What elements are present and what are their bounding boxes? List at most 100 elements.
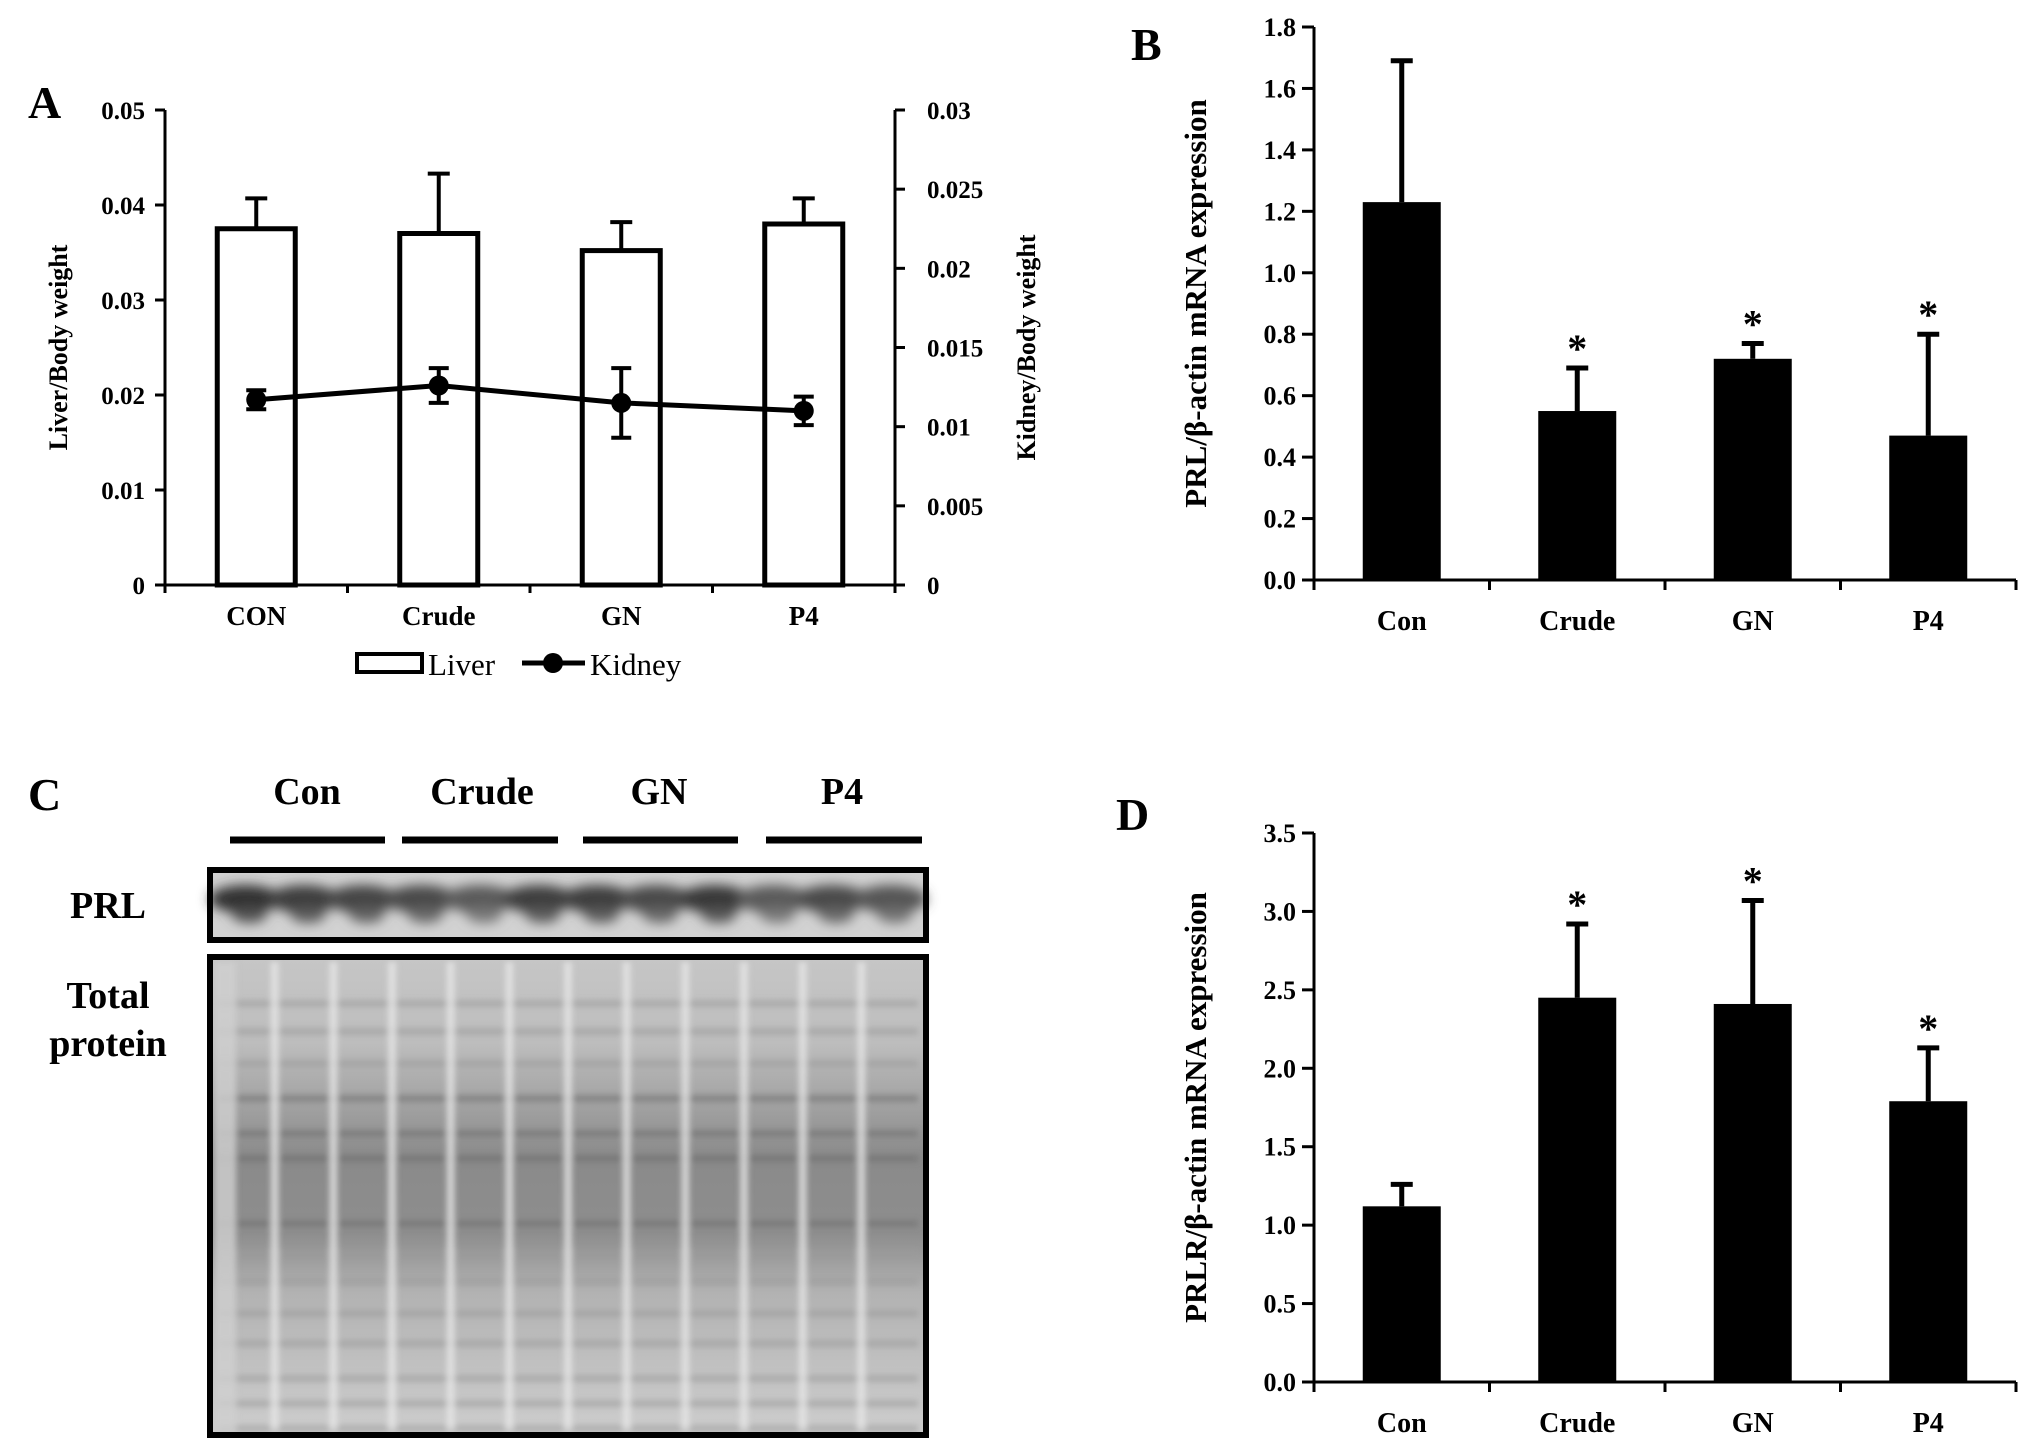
y-tick-label-left: 0 bbox=[133, 573, 146, 600]
significance-marker-p4: * bbox=[1918, 1006, 1938, 1051]
blot-group-label-con: Con bbox=[273, 771, 341, 813]
bar-p4 bbox=[1889, 435, 1968, 580]
prl-band-tail bbox=[877, 907, 913, 923]
bar-crude bbox=[1538, 411, 1617, 580]
prl-band bbox=[795, 885, 869, 913]
y-tick-label: 0.2 bbox=[1264, 505, 1297, 534]
y-tick-label-left: 0.05 bbox=[101, 98, 145, 125]
panel-d-chart: D Con * Crude * GN * P4 0.0 0.5 1.0 1.5 2.0 2.5 3.0 3.… bbox=[1116, 789, 2018, 1439]
kidney-line bbox=[256, 382, 804, 414]
prl-band-tail bbox=[231, 907, 267, 923]
blot-group-label-gn: GN bbox=[631, 771, 688, 813]
y-tick-label-right: 0.025 bbox=[927, 177, 983, 204]
x-tick-label-p4: P4 bbox=[789, 601, 819, 631]
x-tick-label-con: Con bbox=[1377, 606, 1427, 637]
legend-kidney-marker bbox=[543, 653, 563, 673]
y-tick-label: 1.0 bbox=[1264, 1211, 1297, 1240]
significance-marker-crude: * bbox=[1567, 326, 1587, 371]
significance-marker-gn: * bbox=[1743, 858, 1763, 903]
gel-lane-gap bbox=[681, 962, 690, 1430]
gel-lane-gap bbox=[857, 962, 866, 1430]
liver-bar-crude bbox=[397, 231, 481, 588]
y-tick-label-right: 0.02 bbox=[927, 256, 971, 283]
x-tick-label-p4: P4 bbox=[1913, 606, 1944, 637]
significance-marker-gn: * bbox=[1743, 301, 1763, 346]
y-tick-label-left: 0.03 bbox=[101, 288, 145, 315]
y-tick-label: 2.0 bbox=[1264, 1054, 1297, 1083]
y-tick-label-right: 0.005 bbox=[927, 494, 983, 521]
y-tick-label: 1.4 bbox=[1264, 136, 1297, 165]
y-tick-label: 1.2 bbox=[1264, 197, 1297, 226]
bar-con bbox=[1362, 1206, 1441, 1382]
gel-lane-gap bbox=[505, 962, 514, 1430]
legend-kidney-label: Kidney bbox=[590, 647, 682, 682]
prl-band bbox=[443, 885, 517, 913]
prl-band bbox=[854, 885, 928, 913]
y-axis-label: PRL/β-actin mRNA expression bbox=[1178, 99, 1213, 507]
blot-group-label-crude: Crude bbox=[430, 771, 533, 813]
prl-band-tail bbox=[583, 907, 619, 923]
kidney-marker-con bbox=[246, 389, 267, 410]
y-tick-label-right: 0.03 bbox=[927, 98, 971, 125]
prl-band bbox=[326, 885, 400, 913]
y-tick-label: 1.8 bbox=[1264, 13, 1297, 42]
prl-band bbox=[619, 885, 693, 913]
panel-a-chart: A CON Crude GN P4 0 0.01 0.02 0.03 0.04 0.05 0 0.00… bbox=[28, 77, 1041, 682]
kidney-marker-gn bbox=[611, 392, 632, 413]
x-tick-label-crude: Crude bbox=[402, 601, 476, 631]
y-tick-label: 2.5 bbox=[1264, 976, 1297, 1005]
x-tick-label-con: CON bbox=[226, 601, 287, 631]
blot-row-label-total: Total bbox=[66, 975, 149, 1017]
y-tick-label: 3.5 bbox=[1264, 819, 1297, 848]
prl-band bbox=[208, 885, 282, 913]
gel-lane-gap bbox=[270, 962, 279, 1430]
blot-row-label-prl: PRL bbox=[70, 885, 146, 927]
prl-band-tail bbox=[759, 907, 795, 923]
y-axis-label: PRLR/β-actin mRNA expression bbox=[1178, 892, 1213, 1323]
bar-gn bbox=[1713, 358, 1792, 580]
panel-c-blot: C Con Crude GN P4 PRL Total protein bbox=[28, 769, 929, 1438]
y-tick-label: 1.5 bbox=[1264, 1133, 1297, 1162]
legend: Liver Kidney bbox=[355, 647, 682, 682]
prl-band bbox=[678, 885, 752, 913]
prl-band-strip bbox=[207, 867, 929, 943]
legend-liver-label: Liver bbox=[428, 647, 496, 682]
kidney-marker-crude bbox=[428, 375, 449, 396]
y-tick-label: 0.0 bbox=[1264, 566, 1297, 595]
y-tick-label: 0.4 bbox=[1264, 443, 1297, 472]
blot-group-label-p4: P4 bbox=[821, 771, 863, 813]
panel-b-chart: B Con * Crude * GN * P4 0.0 0.2 0.4 0.6 0.8 1.0 1.2 1.… bbox=[1131, 13, 2018, 637]
y-tick-label: 0.5 bbox=[1264, 1290, 1297, 1319]
panel-b-label: B bbox=[1131, 19, 1162, 70]
prl-band bbox=[384, 885, 458, 913]
bar-crude bbox=[1538, 997, 1617, 1382]
x-tick-label-crude: Crude bbox=[1539, 606, 1615, 637]
y-tick-label: 0.8 bbox=[1264, 320, 1297, 349]
prl-band bbox=[502, 885, 576, 913]
panel-a-label: A bbox=[28, 77, 61, 128]
legend-liver-swatch bbox=[355, 652, 424, 674]
gel-lane-gap bbox=[740, 962, 748, 1430]
prl-band-tail bbox=[525, 907, 561, 923]
y-tick-label-left: 0.04 bbox=[101, 193, 145, 220]
significance-marker-crude: * bbox=[1567, 882, 1587, 927]
x-tick-label-gn: GN bbox=[1732, 606, 1774, 637]
x-tick-label-con: Con bbox=[1377, 1408, 1427, 1439]
gel-edge bbox=[214, 962, 236, 1432]
gel-lane-gap bbox=[564, 962, 572, 1430]
y-tick-label: 0.0 bbox=[1264, 1368, 1297, 1397]
panel-d-label: D bbox=[1116, 789, 1149, 840]
prl-band-tail bbox=[290, 907, 326, 923]
x-tick-label-gn: GN bbox=[1732, 1408, 1774, 1439]
y-tick-label-left: 0.02 bbox=[101, 383, 145, 410]
bar-p4 bbox=[1889, 1101, 1968, 1382]
y-axis-label-left: Liver/Body weight bbox=[44, 244, 73, 450]
prl-band-tail bbox=[701, 907, 737, 923]
prl-band-tail bbox=[466, 907, 502, 923]
bar-gn bbox=[1713, 1003, 1792, 1382]
prl-band bbox=[736, 885, 810, 913]
x-tick-label-p4: P4 bbox=[1913, 1408, 1944, 1439]
prl-band-tail bbox=[642, 907, 678, 923]
total-protein-gel bbox=[207, 954, 929, 1438]
x-tick-label-gn: GN bbox=[601, 601, 642, 631]
